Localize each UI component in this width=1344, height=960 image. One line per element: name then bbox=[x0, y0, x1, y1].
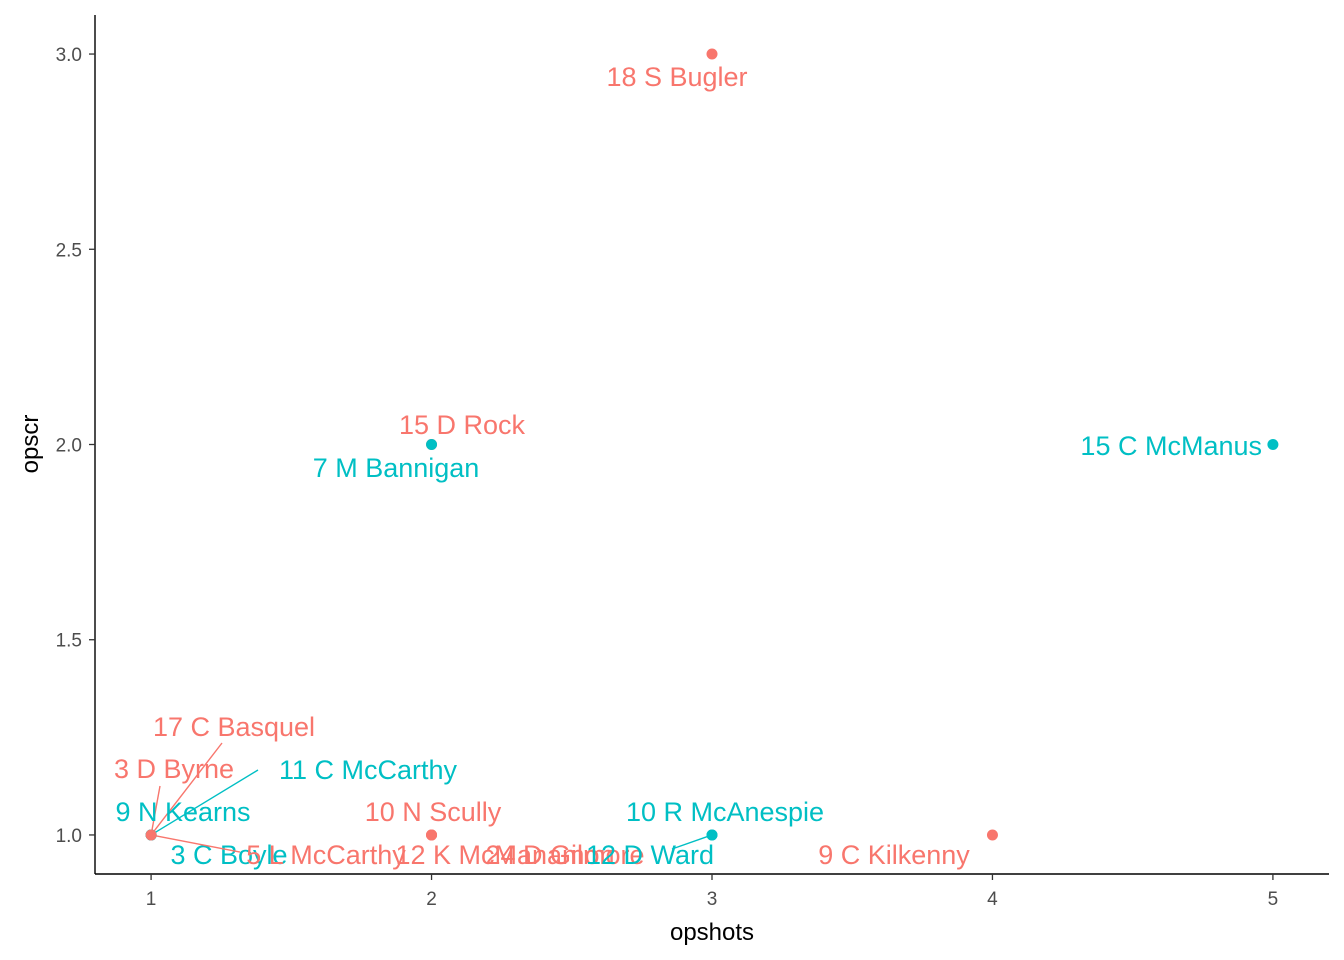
label-leader-line bbox=[150, 834, 241, 853]
point-label: 3 D Byrne bbox=[114, 754, 234, 784]
x-tick-label: 3 bbox=[707, 889, 718, 910]
label-leader-line bbox=[150, 785, 161, 836]
y-tick-label: 1.5 bbox=[56, 631, 82, 652]
y-axis-title: opscr bbox=[17, 415, 44, 474]
point-label: 15 C McManus bbox=[1080, 431, 1262, 461]
label-leader-line bbox=[671, 834, 713, 850]
x-axis-title: opshots bbox=[670, 919, 754, 946]
point-label: 11 C McCarthy bbox=[279, 755, 458, 785]
point-label: 15 D Rock bbox=[399, 410, 526, 440]
point-label: 7 M Bannigan bbox=[313, 453, 480, 483]
data-point bbox=[1267, 439, 1279, 450]
point-label: 10 R McAnespie bbox=[626, 797, 824, 827]
x-tick-label: 4 bbox=[987, 889, 998, 910]
point-label: 17 C Basquel bbox=[153, 712, 315, 742]
x-tick-label: 1 bbox=[146, 889, 157, 910]
point-label: 5 L McCarthy bbox=[246, 840, 406, 870]
label-leader-line bbox=[150, 769, 259, 836]
data-point bbox=[986, 829, 998, 841]
y-tick-label: 2.0 bbox=[56, 436, 82, 457]
point-label: 18 S Bugler bbox=[606, 62, 747, 92]
label-leader-line bbox=[150, 742, 223, 836]
data-point bbox=[706, 48, 718, 60]
point-label: 24 D Gilmore bbox=[485, 840, 644, 870]
point-label: 9 N Kearns bbox=[115, 797, 250, 827]
point-label: 10 N Scully bbox=[365, 797, 502, 827]
data-point bbox=[426, 829, 438, 841]
y-tick-label: 2.5 bbox=[56, 240, 82, 261]
point-label: 3 C Boyle bbox=[170, 840, 287, 870]
point-label: 12 D Ward bbox=[586, 840, 714, 870]
y-tick-label: 3.0 bbox=[56, 45, 82, 66]
point-label: 12 K McManamon bbox=[395, 840, 614, 870]
x-tick-label: 2 bbox=[426, 889, 437, 910]
point-label: 9 C Kilkenny bbox=[818, 840, 970, 870]
data-point bbox=[706, 829, 718, 841]
x-tick-label: 5 bbox=[1268, 889, 1279, 910]
data-point bbox=[145, 829, 157, 841]
y-tick-label: 1.0 bbox=[56, 826, 82, 847]
data-point bbox=[426, 439, 438, 450]
